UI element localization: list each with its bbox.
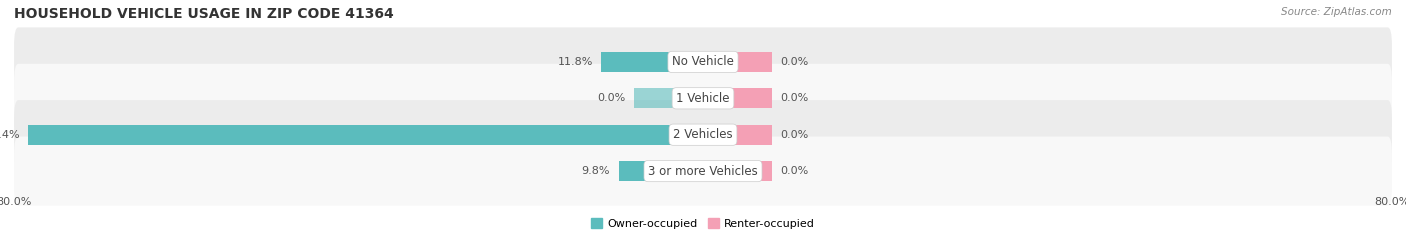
FancyBboxPatch shape bbox=[14, 64, 1392, 133]
Bar bbox=[703, 125, 772, 145]
Bar bbox=[703, 161, 772, 181]
Bar bbox=[703, 88, 772, 108]
Bar bbox=[634, 88, 703, 108]
Text: 0.0%: 0.0% bbox=[780, 166, 808, 176]
FancyBboxPatch shape bbox=[14, 137, 1392, 206]
Text: 0.0%: 0.0% bbox=[780, 57, 808, 67]
Bar bbox=[703, 52, 772, 72]
Bar bbox=[602, 52, 703, 72]
Text: 0.0%: 0.0% bbox=[780, 130, 808, 140]
FancyBboxPatch shape bbox=[14, 27, 1392, 96]
Text: 0.0%: 0.0% bbox=[780, 93, 808, 103]
Text: 2 Vehicles: 2 Vehicles bbox=[673, 128, 733, 141]
Text: 9.8%: 9.8% bbox=[582, 166, 610, 176]
FancyBboxPatch shape bbox=[14, 100, 1392, 169]
Bar bbox=[619, 161, 703, 181]
Text: 11.8%: 11.8% bbox=[557, 57, 593, 67]
Bar bbox=[28, 125, 703, 145]
Text: 3 or more Vehicles: 3 or more Vehicles bbox=[648, 164, 758, 178]
Text: 0.0%: 0.0% bbox=[598, 93, 626, 103]
Text: 78.4%: 78.4% bbox=[0, 130, 20, 140]
Text: 1 Vehicle: 1 Vehicle bbox=[676, 92, 730, 105]
Text: HOUSEHOLD VEHICLE USAGE IN ZIP CODE 41364: HOUSEHOLD VEHICLE USAGE IN ZIP CODE 4136… bbox=[14, 7, 394, 21]
Text: No Vehicle: No Vehicle bbox=[672, 55, 734, 69]
Text: Source: ZipAtlas.com: Source: ZipAtlas.com bbox=[1281, 7, 1392, 17]
Legend: Owner-occupied, Renter-occupied: Owner-occupied, Renter-occupied bbox=[586, 214, 820, 233]
